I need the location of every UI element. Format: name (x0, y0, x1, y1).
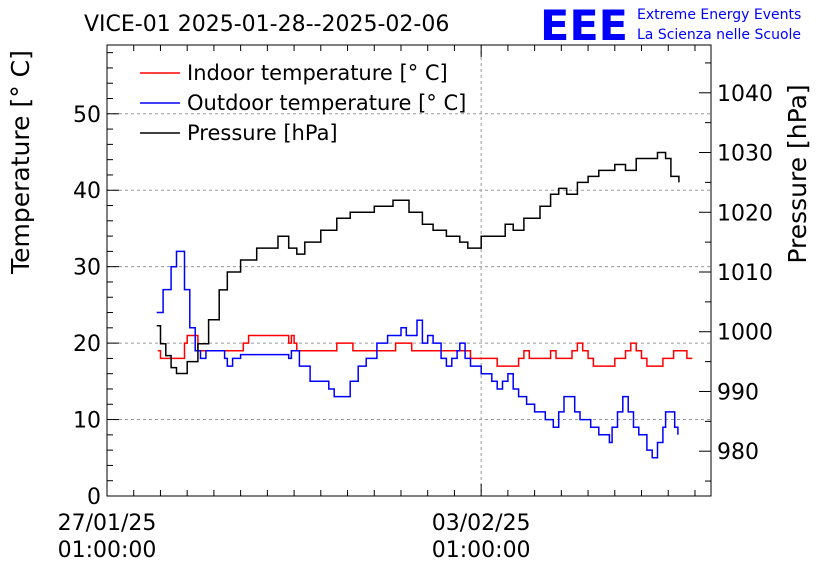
eee-logo: EEE Extreme Energy Events La Scienza nel… (540, 1, 801, 50)
series-line-indoor-temperature (157, 334, 693, 367)
x-tick-label-time: 01:00:00 (58, 538, 157, 563)
legend-label-pressure: Pressure [hPa] (187, 121, 338, 145)
y-left-tick-label: 20 (73, 332, 101, 357)
y-left-tick-label: 40 (73, 179, 101, 204)
plot-frame (106, 44, 712, 497)
legend-label-outdoor: Outdoor temperature [° C] (187, 91, 466, 115)
ticks-layer: 010203040509809901000101010201030104027/… (58, 45, 773, 563)
y-left-tick-label: 10 (73, 409, 101, 434)
y-right-tick-label: 1020 (717, 201, 773, 226)
y-axis-right-label: Pressure [hPa] (783, 84, 812, 263)
series-line-pressure (156, 151, 680, 375)
x-tick-label-date: 03/02/25 (432, 511, 531, 536)
series-line-outdoor-temperature (156, 250, 679, 459)
y-right-tick-label: 990 (717, 380, 759, 405)
y-right-tick-label: 1040 (717, 82, 773, 107)
x-tick-label-time: 01:00:00 (432, 538, 531, 563)
x-tick-label-date: 27/01/25 (58, 511, 157, 536)
y-left-tick-label: 30 (73, 256, 101, 281)
y-left-tick-label: 0 (87, 485, 101, 510)
y-axis-left-label: Temperature [° C] (6, 50, 35, 275)
legend: Indoor temperature [° C] Outdoor tempera… (140, 61, 466, 145)
logo-line-2: La Scienza nelle Scuole (637, 27, 801, 43)
logo-mark: EEE (540, 1, 628, 50)
y-right-tick-label: 980 (717, 440, 759, 465)
chart-title: VICE-01 2025-01-28--2025-02-06 (84, 12, 449, 37)
logo-line-1: Extreme Energy Events (637, 7, 801, 23)
y-right-tick-label: 1010 (717, 261, 773, 286)
y-right-tick-label: 1000 (717, 321, 773, 346)
legend-label-indoor: Indoor temperature [° C] (187, 61, 448, 85)
y-left-tick-label: 50 (73, 103, 101, 128)
y-right-tick-label: 1030 (717, 142, 773, 167)
series-layer (156, 151, 693, 459)
